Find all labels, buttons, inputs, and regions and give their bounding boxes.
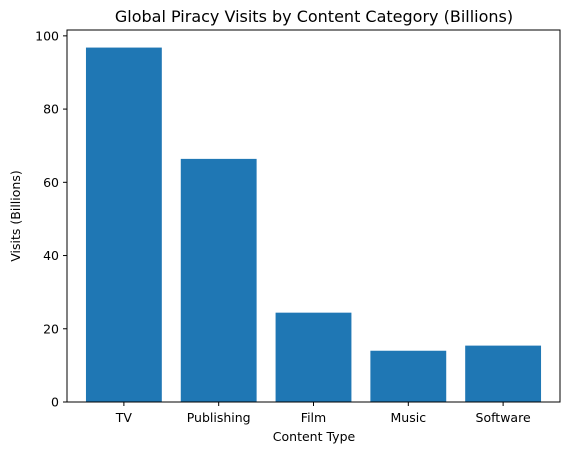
x-tick-label: Film — [301, 410, 326, 425]
bar-film — [275, 312, 352, 402]
y-tick-label: 100 — [35, 28, 59, 43]
plot-area: TV Publishing Film Music Software 0 20 40 60 80 10… — [35, 28, 542, 425]
bar-tv — [85, 47, 162, 403]
bar-music — [370, 350, 447, 402]
bar-publishing — [180, 158, 257, 402]
bar-software — [465, 345, 542, 402]
x-tick-label: Music — [391, 410, 427, 425]
y-tick-label: 20 — [43, 321, 59, 336]
y-tick-label: 80 — [43, 102, 59, 117]
x-tick-label: Software — [476, 410, 531, 425]
axes-frame — [66, 29, 561, 403]
y-axis-label: Visits (Billions) — [8, 170, 23, 261]
x-axis-label: Content Type — [273, 429, 356, 444]
y-tick-label: 40 — [43, 248, 59, 263]
y-tick-label: 60 — [43, 175, 59, 190]
y-tick-label: 0 — [51, 395, 59, 410]
x-tick-label: TV — [115, 410, 133, 425]
chart-title: Global Piracy Visits by Content Category… — [115, 7, 513, 26]
x-tick-label: Publishing — [187, 410, 251, 425]
